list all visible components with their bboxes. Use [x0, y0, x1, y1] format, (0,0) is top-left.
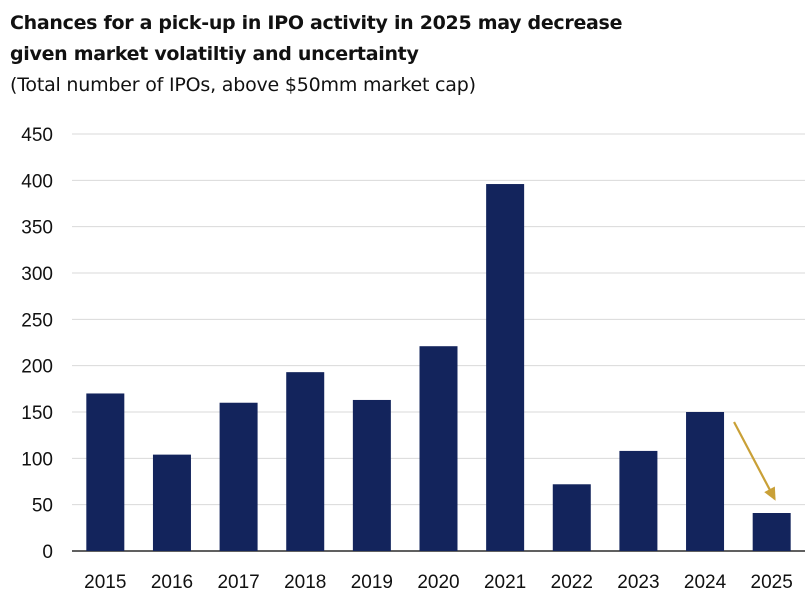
bar-2024 — [686, 412, 725, 551]
x-tick-label: 2025 — [751, 572, 793, 593]
bar-2021 — [486, 184, 525, 552]
title-block: Chances for a pick-up in IPO activity in… — [10, 8, 622, 100]
y-axis-ticks: 0 50 100 150 200 250 300 350 400 450 — [21, 125, 53, 563]
y-tick-label: 450 — [21, 125, 53, 146]
x-tick-label: 2024 — [684, 572, 727, 593]
x-tick-label: 2019 — [351, 572, 393, 593]
y-tick-label: 0 — [42, 542, 53, 563]
chart-subtitle: (Total number of IPOs, above $50mm marke… — [10, 74, 476, 96]
x-tick-label: 2018 — [284, 572, 326, 593]
annotations — [733, 421, 776, 501]
y-tick-label: 150 — [21, 403, 53, 424]
bar-2016 — [152, 454, 191, 551]
y-tick-label: 200 — [21, 357, 53, 378]
x-tick-label: 2021 — [484, 572, 526, 593]
x-tick-label: 2017 — [217, 572, 259, 593]
x-tick-label: 2016 — [151, 572, 193, 593]
trend-arrow-shaft — [733, 421, 776, 500]
trend-arrow-head — [764, 486, 776, 501]
bar-2022 — [552, 484, 591, 551]
bar-2015 — [86, 393, 125, 551]
y-tick-label: 350 — [21, 218, 53, 239]
chart-title-line-1: Chances for a pick-up in IPO activity in… — [10, 12, 623, 34]
y-tick-label: 400 — [21, 171, 53, 192]
y-tick-label: 250 — [21, 310, 53, 331]
y-tick-label: 300 — [21, 264, 53, 285]
x-tick-label: 2020 — [417, 572, 459, 593]
bar-2020 — [419, 346, 458, 551]
x-tick-label: 2015 — [84, 572, 126, 593]
bar-2019 — [352, 399, 391, 551]
bar-2025 — [752, 513, 791, 551]
bars — [86, 184, 791, 552]
y-tick-label: 100 — [21, 449, 53, 470]
x-tick-label: 2023 — [617, 572, 659, 593]
y-tick-label: 50 — [32, 496, 53, 517]
bar-2017 — [219, 402, 258, 551]
x-tick-label: 2022 — [551, 572, 593, 593]
chart-title-line-2: given market volatiltiy and uncertainty — [10, 43, 419, 65]
bar-2023 — [619, 450, 658, 551]
x-axis-ticks: 2015 2016 2017 2018 2019 2020 2021 2022 2023 2024… — [84, 572, 793, 593]
bar-2018 — [286, 372, 325, 551]
